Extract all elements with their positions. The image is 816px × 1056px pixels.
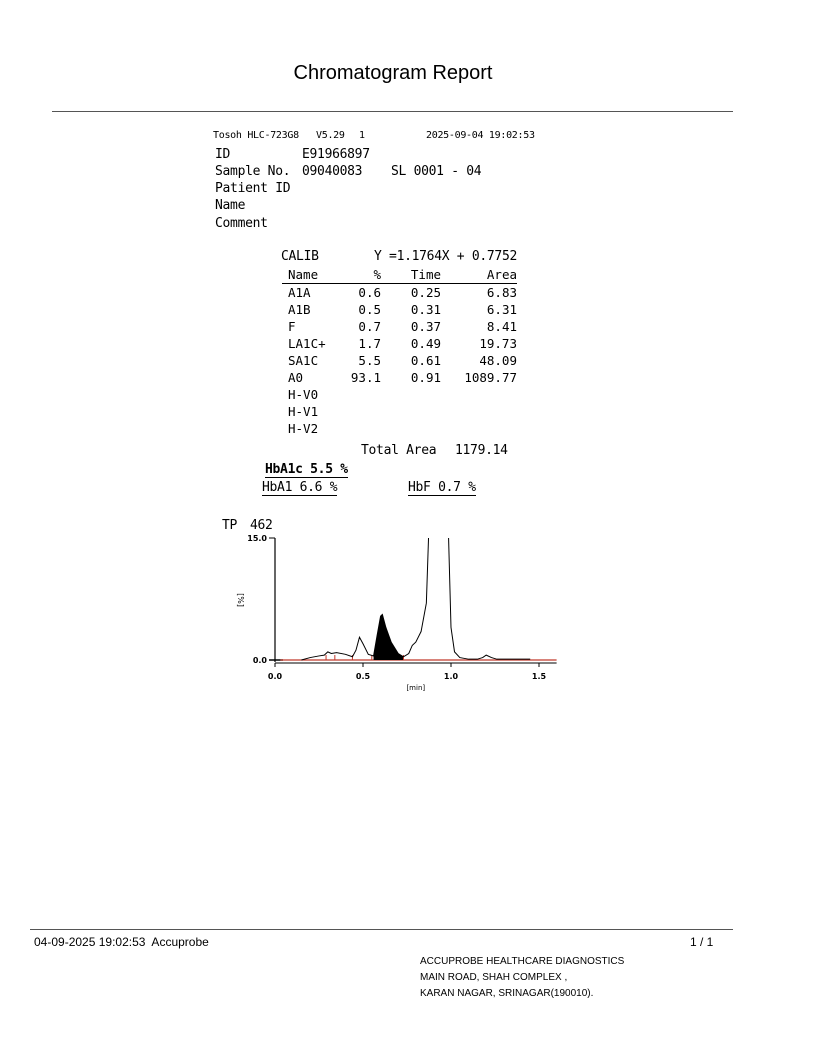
cell-name: A1A <box>288 285 311 300</box>
col-percent: % <box>348 266 381 284</box>
col-area: Area <box>449 266 517 284</box>
tp-label: TP <box>222 518 238 533</box>
cell-time: 0.25 <box>410 285 441 300</box>
table-row: A1A 0.6 0.25 6.83 <box>282 284 517 302</box>
instrument-datetime: 2025-09-04 19:02:53 <box>426 130 535 141</box>
x-tick-label: 0.5 <box>356 672 371 681</box>
table-row: H-V2 <box>282 420 517 437</box>
cell-name: F <box>288 319 296 334</box>
cell-percent: 0.6 <box>358 285 381 300</box>
cell-name: H-V2 <box>288 421 319 436</box>
comment-label: Comment <box>215 216 268 231</box>
footer-address-1: ACCUPROBE HEALTHCARE DIAGNOSTICS <box>420 956 625 967</box>
footer-page: 1 / 1 <box>690 935 714 949</box>
cell-area: 6.83 <box>486 285 517 300</box>
cell-name: A1B <box>288 302 311 317</box>
name-label: Name <box>215 198 246 213</box>
instrument-unit: 1 <box>359 130 365 141</box>
cell-name: A0 <box>288 370 304 385</box>
cell-name: SA1C <box>288 353 319 368</box>
calib-label: CALIB <box>281 249 319 264</box>
col-name: Name <box>282 266 348 284</box>
cell-area: 8.41 <box>486 319 517 334</box>
table-header-row: Name % Time Area <box>282 266 517 284</box>
cell-name: H-V1 <box>288 404 319 419</box>
cell-percent: 1.7 <box>358 336 381 351</box>
chromatogram-trace <box>301 537 430 661</box>
cell-percent: 0.7 <box>358 319 381 334</box>
patient-id-label: Patient ID <box>215 181 291 196</box>
table-row: LA1C+ 1.7 0.49 19.73 <box>282 335 517 352</box>
results-table: Name % Time Area A1A 0.6 0.25 6.83 A1B 0.5 0.3… <box>282 266 517 437</box>
id-value: E91966897 <box>302 147 370 162</box>
footer-address-3: KARAN NAGAR, SRINAGAR(190010). <box>420 988 594 999</box>
y-axis-label: [%] <box>236 593 245 607</box>
y-tick-label: 15.0 <box>247 534 267 543</box>
cell-area: 1089.77 <box>464 370 517 385</box>
cell-area: 48.09 <box>479 353 517 368</box>
instrument-version: V5.29 <box>316 130 345 141</box>
tp-value: 462 <box>250 518 273 533</box>
y-tick-label: 0.0 <box>253 656 268 665</box>
table-row: H-V0 <box>282 386 517 403</box>
footer-address-2: MAIN ROAD, SHAH COMPLEX , <box>420 972 568 983</box>
col-time: Time <box>381 266 449 284</box>
sample-no-value: 09040083 <box>302 164 363 179</box>
header-divider <box>52 111 733 112</box>
footer-divider <box>30 929 733 930</box>
cell-percent: 0.5 <box>358 302 381 317</box>
table-row: A1B 0.5 0.31 6.31 <box>282 301 517 318</box>
calib-equation: Y =1.1764X + 0.7752 <box>374 249 518 264</box>
cell-time: 0.61 <box>410 353 441 368</box>
cell-name: H-V0 <box>288 387 319 402</box>
table-row: SA1C 5.5 0.61 48.09 <box>282 352 517 369</box>
cell-area: 19.73 <box>479 336 517 351</box>
total-area-value: 1179.14 <box>455 443 508 458</box>
cell-name: LA1C+ <box>288 336 326 351</box>
id-label: ID <box>215 147 231 162</box>
cell-percent: 93.1 <box>350 370 381 385</box>
footer-printed: 04-09-2025 19:02:53 Accuprobe <box>34 935 209 949</box>
sa1c-peak-fill <box>373 614 404 660</box>
x-axis-label: [min] <box>406 684 425 692</box>
sample-no-label: Sample No. <box>215 164 291 179</box>
sample-position: SL 0001 - 04 <box>391 164 482 179</box>
instrument-model: Tosoh HLC-723G8 <box>213 130 299 141</box>
cell-area: 6.31 <box>486 302 517 317</box>
table-row: H-V1 <box>282 403 517 420</box>
cell-time: 0.91 <box>410 370 441 385</box>
total-area-label: Total Area <box>361 443 437 458</box>
hba1c-result: HbA1c 5.5 % <box>265 462 348 478</box>
table-row: F 0.7 0.37 8.41 <box>282 318 517 335</box>
cell-percent: 5.5 <box>358 353 381 368</box>
chromatogram-trace <box>448 537 531 660</box>
cell-time: 0.49 <box>410 336 441 351</box>
hba1-result: HbA1 6.6 % <box>262 480 338 496</box>
x-tick-label: 1.5 <box>532 672 547 681</box>
cell-time: 0.37 <box>410 319 441 334</box>
hbf-result: HbF 0.7 % <box>408 480 476 496</box>
table-row: A0 93.1 0.91 1089.77 <box>282 369 517 386</box>
cell-time: 0.31 <box>410 302 441 317</box>
page-title: Chromatogram Report <box>293 62 493 84</box>
x-tick-label: 0.0 <box>268 672 283 681</box>
x-tick-label: 1.0 <box>444 672 459 681</box>
